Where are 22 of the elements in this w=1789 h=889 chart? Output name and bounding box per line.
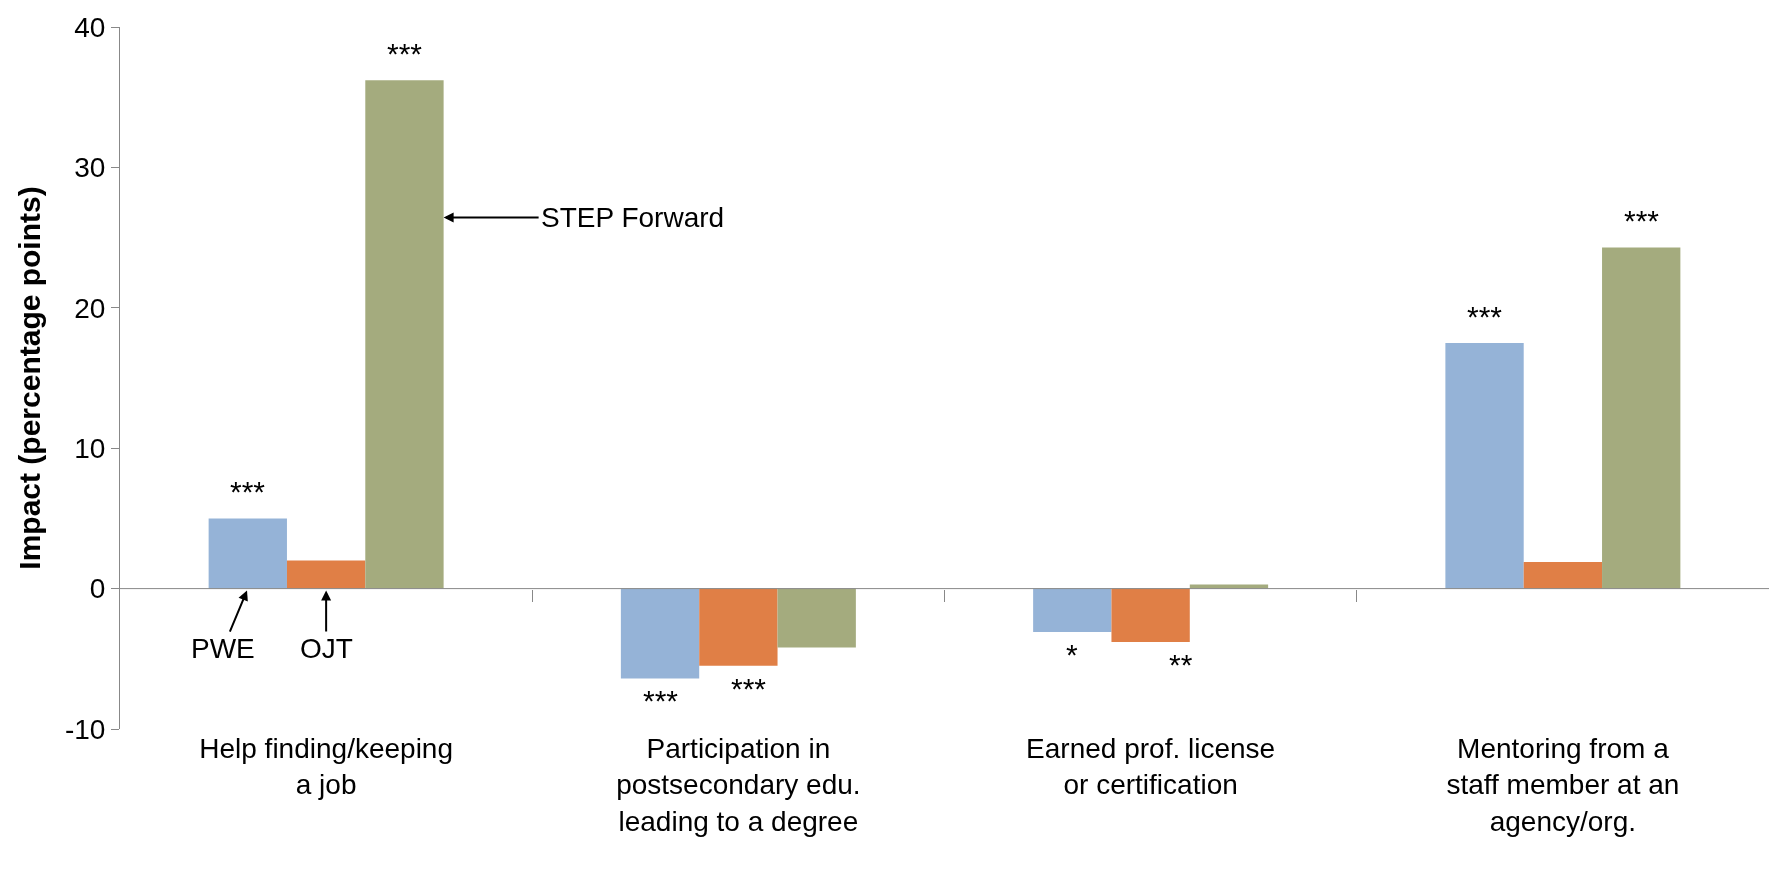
series-label: PWE — [191, 633, 255, 664]
annotation: *** — [1624, 204, 1660, 237]
x-tick-label: Participation in postsecondary edu. leading to a degree — [616, 733, 861, 837]
x-tick-label: Help finding/keeping a job — [199, 733, 454, 801]
y-tick-label: 40 — [74, 11, 106, 43]
y-tick-label: -10 — [64, 713, 106, 745]
annotation: * — [1066, 638, 1078, 671]
annotation: *** — [230, 475, 266, 508]
y-tick-label: 30 — [74, 152, 106, 184]
y-tick-label: 10 — [74, 433, 106, 464]
annotation: *** — [643, 684, 679, 717]
annotation: *** — [1467, 300, 1503, 333]
annotation: *** — [387, 37, 423, 70]
annotation: *** — [731, 672, 767, 705]
y-tick-label: 20 — [74, 292, 106, 324]
annotation: ** — [1169, 648, 1193, 681]
y-axis-title: Impact (percentage points) — [12, 186, 46, 570]
x-tick-label: Earned prof. license or certification — [1026, 733, 1276, 801]
y-tick-label: 0 — [89, 573, 106, 605]
text: STEP Forward — [541, 202, 725, 233]
series-label: OJT — [300, 633, 353, 664]
x-tick-label: Mentoring from a staff member at an agency/org. — [1446, 733, 1680, 837]
